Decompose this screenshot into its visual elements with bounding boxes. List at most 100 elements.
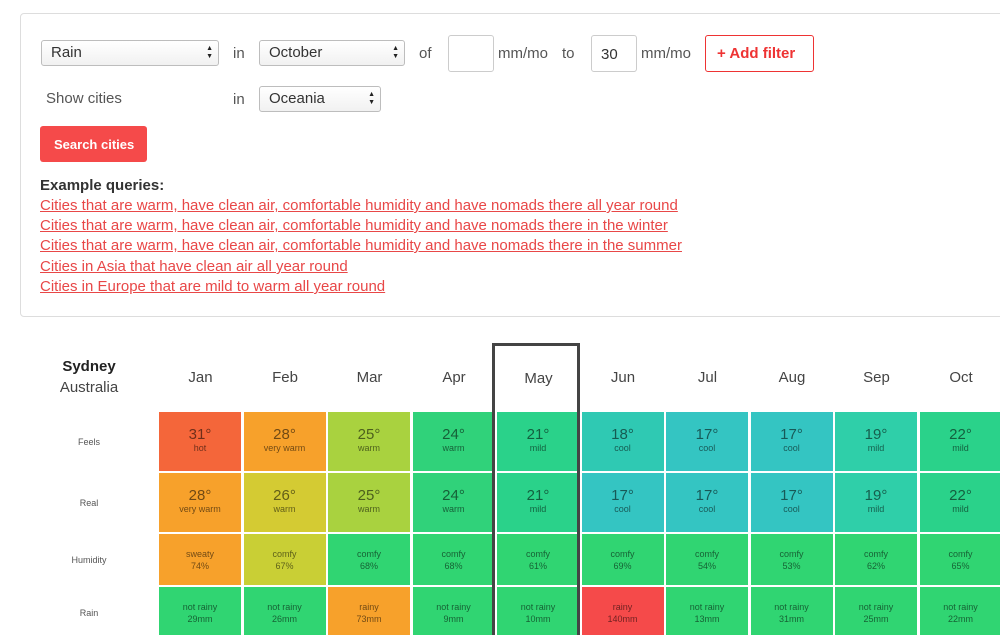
humidity-value: 65% [951, 561, 970, 571]
humidity-cell[interactable]: comfy 62% [835, 534, 917, 585]
humidity-cell[interactable]: comfy 69% [581, 534, 664, 585]
example-query-link[interactable]: Cities that are warm, have clean air, co… [40, 197, 678, 214]
real-cell[interactable]: 17° cool [581, 473, 664, 532]
city-name: Sydney [62, 358, 116, 375]
real-value: 22° [949, 487, 972, 504]
month-header-oct: Oct [949, 369, 973, 386]
real-value: 17° [695, 487, 719, 504]
rain-value: 9mm [443, 614, 464, 624]
humidity-cell[interactable]: comfy 54% [666, 534, 748, 585]
rain-desc: not rainy [267, 602, 302, 612]
humidity-desc: comfy [863, 549, 888, 559]
humidity-desc: sweaty [185, 549, 214, 559]
feels-desc: very warm [263, 443, 306, 453]
feels-cell[interactable]: 18° cool [581, 412, 664, 471]
max-value-input[interactable]: 30 [591, 35, 637, 72]
rain-desc: not rainy [436, 602, 471, 612]
rain-cell[interactable]: not rainy 9mm [412, 587, 495, 635]
month-header-feb: Feb [272, 369, 298, 386]
feels-desc: warm [442, 443, 465, 453]
real-desc: cool [783, 504, 800, 514]
rain-desc: rainy [359, 602, 379, 612]
humidity-cell[interactable]: comfy 68% [328, 534, 410, 585]
feels-cell[interactable]: 21° mild [497, 412, 579, 471]
month-header-aug: Aug [778, 369, 806, 386]
example-query-link[interactable]: Cities that are warm, have clean air, co… [40, 217, 668, 234]
rain-desc: not rainy [520, 602, 556, 612]
rain-cell[interactable]: not rainy 29mm [159, 587, 241, 635]
humidity-value: 62% [866, 561, 885, 571]
rain-cell[interactable]: rainy 140mm [581, 587, 664, 635]
real-cell[interactable]: 19° mild [835, 473, 917, 532]
humidity-desc: comfy [610, 549, 635, 559]
month-select[interactable]: October ▲ ▼ [259, 40, 405, 66]
real-desc: mild [867, 504, 885, 514]
rain-cell[interactable]: not rainy 22mm [919, 587, 1000, 635]
real-value: 19° [864, 487, 888, 504]
example-query-link[interactable]: Cities in Europe that are mild to warm a… [40, 278, 386, 295]
rain-cell[interactable]: not rainy 31mm [750, 587, 833, 635]
real-value: 17° [611, 487, 634, 504]
real-cell[interactable]: 17° cool [750, 473, 833, 532]
rain-value: 10mm [525, 614, 551, 624]
real-cell[interactable]: 25° warm [328, 473, 410, 532]
rain-value: 73mm [356, 614, 382, 624]
real-desc: cool [614, 504, 631, 514]
feels-cell[interactable]: 17° cool [750, 412, 833, 471]
example-query-link[interactable]: Cities that are warm, have clean air, co… [40, 237, 682, 254]
humidity-cell[interactable]: comfy 67% [243, 534, 326, 585]
feels-value: 17° [780, 426, 803, 443]
example-query-link[interactable]: Cities in Asia that have clean air all y… [40, 258, 348, 275]
month-header-may: May [524, 370, 553, 387]
feels-desc: mild [952, 443, 969, 453]
rain-cell[interactable]: not rainy 26mm [243, 587, 326, 635]
real-cell[interactable]: 28° very warm [159, 473, 241, 532]
feels-desc: cool [614, 443, 631, 453]
month-header-jul: Jul [697, 369, 718, 386]
real-cell[interactable]: 17° cool [666, 473, 748, 532]
real-cell[interactable]: 21° mild [497, 473, 579, 532]
real-value: 24° [442, 487, 465, 504]
humidity-value: 61% [528, 561, 547, 571]
rain-cell[interactable]: not rainy 10mm [497, 587, 579, 635]
real-desc: warm [273, 504, 296, 514]
feels-value: 19° [864, 426, 888, 443]
feels-cell[interactable]: 24° warm [412, 412, 495, 471]
humidity-cell[interactable]: comfy 68% [412, 534, 495, 585]
feels-cell[interactable]: 22° mild [919, 412, 1000, 471]
humidity-cell[interactable]: comfy 53% [750, 534, 833, 585]
humidity-cell[interactable]: sweaty 74% [159, 534, 241, 585]
rain-cell[interactable]: not rainy 25mm [835, 587, 917, 635]
show-cities-label: Show cities [46, 90, 122, 107]
feels-cell[interactable]: 25° warm [328, 412, 410, 471]
to-label: to [562, 45, 575, 62]
feels-value: 18° [611, 426, 634, 443]
feels-cell[interactable]: 19° mild [835, 412, 917, 471]
feels-cell[interactable]: 28° very warm [243, 412, 326, 471]
humidity-desc: comfy [694, 549, 719, 559]
region-select[interactable]: Oceania ▲ ▼ [259, 86, 381, 112]
real-value: 17° [780, 487, 803, 504]
rain-cell[interactable]: not rainy 13mm [666, 587, 748, 635]
min-value-input[interactable] [448, 35, 494, 72]
add-filter-button[interactable]: + Add filter [705, 35, 814, 72]
humidity-cell[interactable]: comfy 65% [919, 534, 1000, 585]
rain-value: 140mm [607, 614, 638, 624]
feels-desc: cool [698, 443, 716, 453]
real-value: 26° [273, 487, 296, 504]
search-cities-button[interactable]: Search cities [40, 126, 147, 162]
rain-desc: not rainy [774, 602, 809, 612]
real-cell[interactable]: 22° mild [919, 473, 1000, 532]
rain-cell[interactable]: rainy 73mm [328, 587, 410, 635]
example-queries-title: Example queries: [40, 177, 165, 194]
humidity-cell[interactable]: comfy 61% [497, 534, 579, 585]
real-cell[interactable]: 26° warm [243, 473, 326, 532]
real-cell[interactable]: 24° warm [412, 473, 495, 532]
metric-select[interactable]: Rain ▲ ▼ [41, 40, 219, 66]
feels-cell[interactable]: 31° hot [159, 412, 241, 471]
month-header-apr: Apr [442, 369, 466, 386]
feels-cell[interactable]: 17° cool [666, 412, 748, 471]
feels-desc: cool [783, 443, 800, 453]
city-country: Australia [59, 379, 119, 396]
humidity-desc: comfy [779, 549, 804, 559]
